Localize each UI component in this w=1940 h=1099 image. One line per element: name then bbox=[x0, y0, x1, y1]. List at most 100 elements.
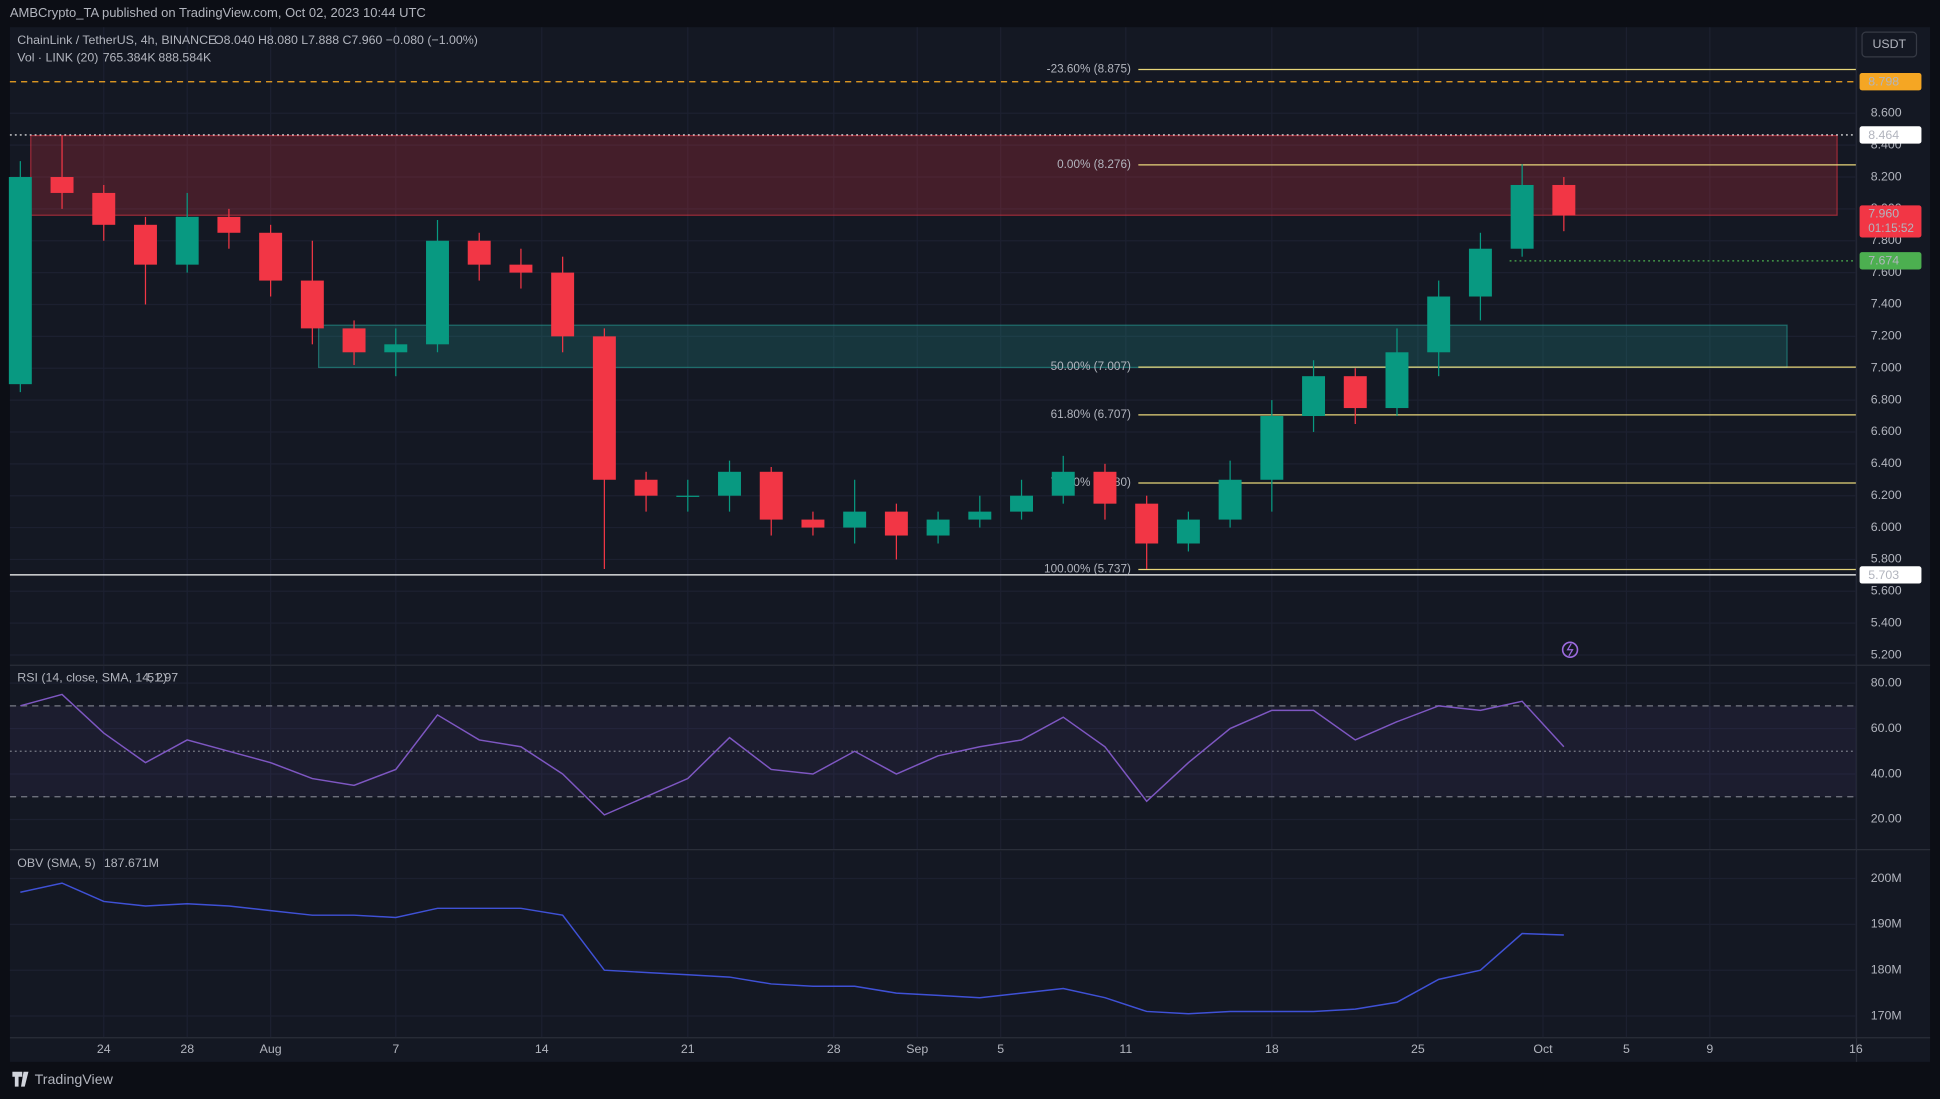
candle-body bbox=[509, 264, 533, 273]
candle-body bbox=[1552, 184, 1576, 216]
price-tag-label: 7.674 bbox=[1868, 254, 1899, 268]
currency: USDT bbox=[1872, 37, 1906, 51]
footer-brand: TradingView bbox=[35, 1072, 114, 1088]
candle-body bbox=[718, 471, 741, 496]
event-icon[interactable] bbox=[1561, 641, 1579, 658]
candle-body bbox=[217, 216, 241, 233]
price-tag bbox=[1859, 252, 1922, 270]
x-tick-label: 11 bbox=[1119, 1042, 1132, 1056]
fib-label: 0.00% (8.276) bbox=[1057, 158, 1131, 171]
price-tag-label: 8.464 bbox=[1868, 128, 1899, 142]
candle-body bbox=[1010, 495, 1034, 512]
rsi-title: RSI (14, close, SMA, 14, 2) bbox=[17, 670, 167, 684]
x-tick-label: 24 bbox=[97, 1042, 111, 1056]
candle-body bbox=[1051, 471, 1075, 496]
last-price-tag bbox=[1859, 205, 1922, 238]
candle-body bbox=[1302, 376, 1326, 417]
y-tick-label: 5.200 bbox=[1871, 647, 1902, 661]
y-tick-label: 190M bbox=[1871, 917, 1902, 931]
candle-body bbox=[426, 240, 449, 345]
candle-body bbox=[1427, 296, 1451, 353]
y-tick-label: 7.000 bbox=[1871, 360, 1902, 374]
candle-body bbox=[175, 216, 199, 265]
ohlc: O8.040 H8.080 L7.888 C7.960 −0.080 (−1.0… bbox=[214, 33, 478, 47]
logo bbox=[12, 1071, 29, 1087]
zone bbox=[30, 134, 1838, 216]
candle-body bbox=[968, 511, 992, 520]
candle-body bbox=[1218, 479, 1242, 520]
candle-body bbox=[1510, 184, 1534, 249]
candle-body bbox=[759, 471, 783, 520]
currency-button[interactable] bbox=[1861, 31, 1918, 58]
price-tag bbox=[1859, 126, 1922, 144]
obv-value: 187.671M bbox=[104, 856, 159, 870]
candle-body bbox=[884, 511, 908, 536]
symbol-title: ChainLink / TetherUS, 4h, BINANCE bbox=[17, 33, 216, 47]
candle-body bbox=[300, 280, 324, 329]
y-tick-label: 6.600 bbox=[1871, 424, 1902, 438]
candle-body bbox=[384, 344, 408, 353]
candle-body bbox=[92, 192, 116, 225]
price-tag bbox=[1859, 73, 1922, 91]
candle-body bbox=[1260, 416, 1284, 480]
y-tick-label: 5.600 bbox=[1871, 584, 1902, 598]
y-tick-label: 5.400 bbox=[1871, 615, 1902, 629]
event-icon-bolt bbox=[1566, 643, 1574, 657]
x-tick-label: 18 bbox=[1265, 1042, 1279, 1056]
x-tick-label: 25 bbox=[1411, 1042, 1425, 1056]
candle-body bbox=[1135, 503, 1159, 544]
price-tag-label: 8.798 bbox=[1868, 75, 1899, 89]
candle-body bbox=[50, 177, 74, 193]
candle-body bbox=[259, 232, 283, 281]
candle-body bbox=[843, 511, 867, 528]
y-tick-label: 6.200 bbox=[1871, 488, 1902, 502]
candle-body bbox=[1343, 376, 1367, 409]
y-tick-label: 200M bbox=[1871, 871, 1902, 885]
volume-value: 765.384K bbox=[103, 50, 157, 64]
x-tick-label: 21 bbox=[681, 1042, 695, 1056]
y-tick-label: 6.400 bbox=[1871, 456, 1902, 470]
x-tick-label: Oct bbox=[1533, 1042, 1553, 1056]
fib-label: 50.00% (7.007) bbox=[1051, 360, 1131, 373]
indicator-line bbox=[20, 882, 1564, 1015]
y-tick-label: 40.00 bbox=[1871, 766, 1902, 780]
y-tick-label: 7.200 bbox=[1871, 329, 1902, 343]
fib-label: 61.80% (6.707) bbox=[1051, 408, 1131, 421]
x-tick-label: 28 bbox=[180, 1042, 194, 1056]
candle-body bbox=[801, 519, 825, 528]
candle-body bbox=[134, 224, 157, 265]
volume-title: Vol · LINK (20) bbox=[17, 50, 98, 64]
candle-body bbox=[467, 240, 491, 265]
x-tick-label: 5 bbox=[997, 1042, 1004, 1056]
candle-body bbox=[8, 177, 32, 385]
y-tick-label: 5.800 bbox=[1871, 552, 1902, 566]
y-tick-label: 60.00 bbox=[1871, 721, 1902, 735]
fib-label: -23.60% (8.875) bbox=[1047, 63, 1131, 76]
fib-label: 100.00% (5.737) bbox=[1044, 563, 1131, 576]
x-tick-label: Aug bbox=[260, 1042, 282, 1056]
indicator-line bbox=[20, 693, 1565, 816]
x-tick-label: 9 bbox=[1706, 1042, 1713, 1056]
candle-body bbox=[634, 479, 658, 496]
candle-body bbox=[592, 336, 616, 480]
candle-body bbox=[1468, 248, 1492, 297]
obv-title: OBV (SMA, 5) bbox=[17, 856, 95, 870]
candle-body bbox=[342, 328, 366, 353]
candle-body bbox=[1385, 352, 1409, 409]
publisher: AMBCrypto_TA published on TradingView.co… bbox=[10, 5, 426, 20]
y-tick-label: 20.00 bbox=[1871, 812, 1902, 826]
y-tick-label: 180M bbox=[1871, 962, 1902, 976]
chart-layer: 24 28 Aug 7 14 21 28 Sep 5 11 18 25 Oct 5 9 16 5.200 5.40… bbox=[8, 27, 1931, 1062]
y-tick-label: 6.000 bbox=[1871, 520, 1902, 534]
y-tick-label: 7.400 bbox=[1871, 297, 1902, 311]
price-tag-label: 5.703 bbox=[1868, 568, 1899, 582]
x-tick-label: 5 bbox=[1623, 1042, 1630, 1056]
x-tick-label: 14 bbox=[535, 1042, 549, 1056]
y-tick-label: 170M bbox=[1871, 1008, 1902, 1022]
chart-area bbox=[9, 27, 1931, 1062]
x-tick-label: Sep bbox=[906, 1042, 928, 1056]
candle-body bbox=[1093, 471, 1117, 504]
price-tag bbox=[1859, 566, 1922, 584]
